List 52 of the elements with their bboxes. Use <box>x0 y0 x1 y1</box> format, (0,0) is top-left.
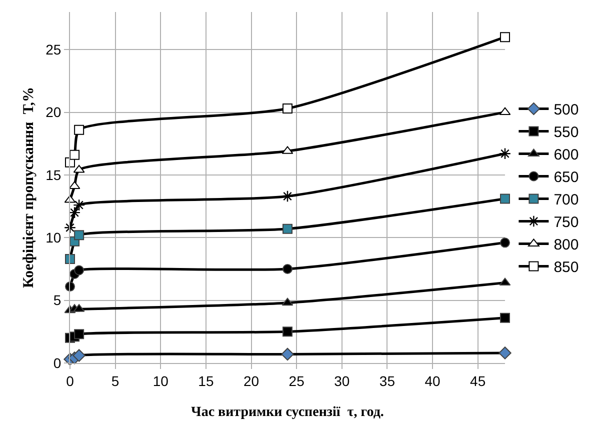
y-tick-label: 0 <box>53 354 62 371</box>
point <box>281 348 294 361</box>
point <box>68 206 81 219</box>
point <box>74 329 84 340</box>
legend-label: 500 <box>554 102 579 119</box>
point <box>499 148 511 160</box>
point <box>282 104 292 114</box>
point <box>74 230 84 240</box>
y-tick-label: 15 <box>46 166 62 183</box>
y-tick-label: 20 <box>46 104 62 120</box>
x-tick-label: 15 <box>198 372 214 389</box>
point <box>500 194 510 204</box>
point <box>499 107 511 116</box>
x-tick-label: 40 <box>424 372 440 389</box>
x-tick-label: 45 <box>470 372 486 389</box>
point <box>282 264 292 274</box>
legend-label: 600 <box>554 146 579 164</box>
point <box>282 326 292 337</box>
point <box>65 254 75 264</box>
point <box>64 222 76 234</box>
point <box>282 224 292 234</box>
x-tick-label: 30 <box>334 372 350 389</box>
x-tick-label: 10 <box>152 372 169 389</box>
x-tick-label: 35 <box>379 372 396 389</box>
point <box>498 346 512 360</box>
x-tick-label: 25 <box>288 372 305 389</box>
legend-label: 700 <box>554 192 579 209</box>
point <box>500 238 510 248</box>
point <box>73 164 85 173</box>
x-axis-title: Час витримки суспензії τ, год. <box>191 405 384 420</box>
x-tick-label: 20 <box>243 372 260 389</box>
x-tick-label: 0 <box>66 372 74 389</box>
point <box>72 349 86 362</box>
y-tick-label: 25 <box>46 42 62 58</box>
point <box>282 190 294 202</box>
point <box>73 199 86 212</box>
point <box>282 298 294 306</box>
y-axis-title: Коефіцієнт пропускання Т,% <box>20 87 37 288</box>
point <box>499 278 511 286</box>
x-tick-label: 5 <box>111 372 120 389</box>
point <box>74 265 84 276</box>
y-tick-label: 5 <box>53 292 62 308</box>
point <box>70 150 80 160</box>
legend-label: 650 <box>554 169 579 186</box>
point <box>74 124 84 135</box>
point <box>500 32 510 42</box>
y-tick-label: 10 <box>46 230 62 246</box>
legend-label: 800 <box>554 236 579 254</box>
point <box>500 312 510 323</box>
legend-label: 550 <box>554 124 579 142</box>
legend-label: 750 <box>554 214 579 232</box>
legend-label: 850 <box>554 259 579 276</box>
